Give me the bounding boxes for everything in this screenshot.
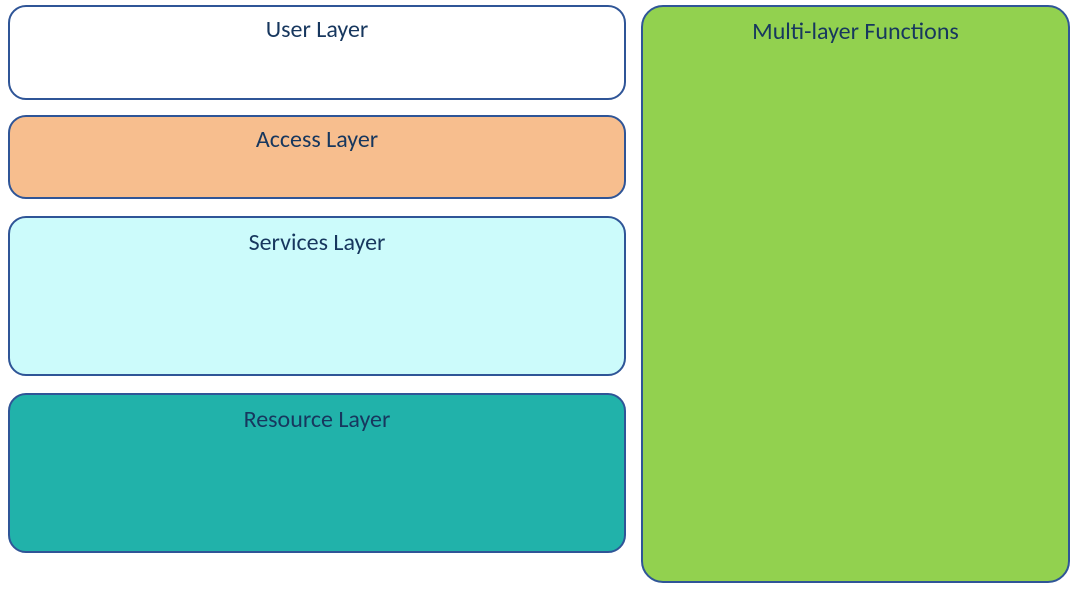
resource-layer-label: Resource Layer: [10, 405, 624, 434]
user-layer-label: User Layer: [10, 15, 624, 44]
user-layer-box: User Layer: [8, 5, 626, 100]
access-layer-box: Access Layer: [8, 115, 626, 199]
services-layer-box: Services Layer: [8, 216, 626, 376]
resource-layer-box: Resource Layer: [8, 393, 626, 553]
multi-layer-functions-label: Multi-layer Functions: [643, 17, 1068, 46]
services-layer-label: Services Layer: [10, 228, 624, 257]
access-layer-label: Access Layer: [10, 125, 624, 154]
multi-layer-functions-box: Multi-layer Functions: [641, 5, 1070, 583]
